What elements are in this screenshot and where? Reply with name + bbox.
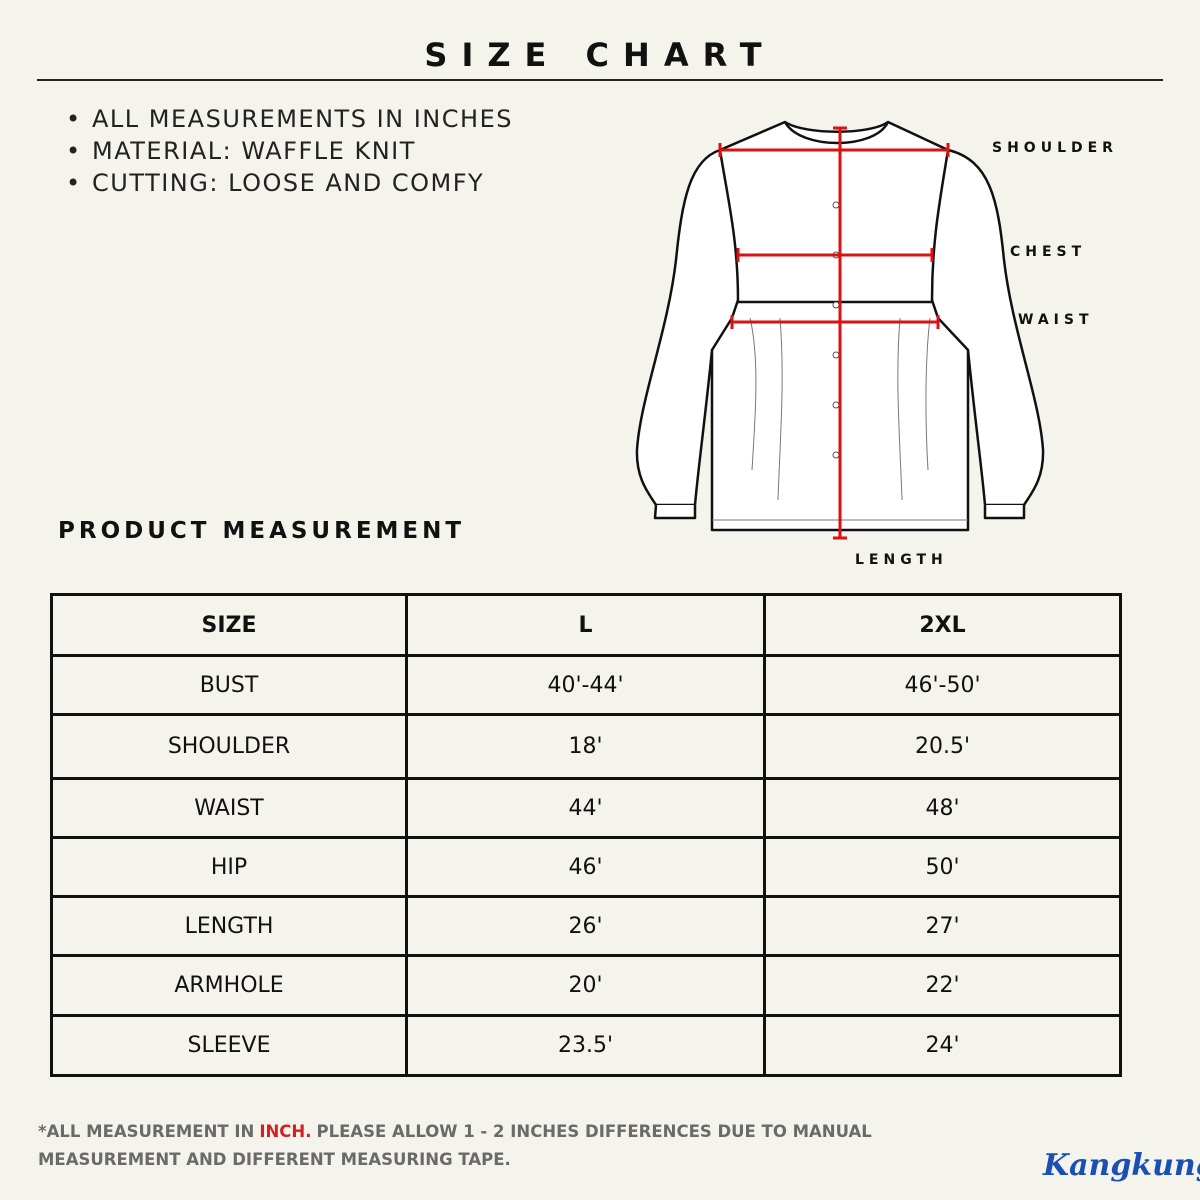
size-table: SIZE L 2XL BUST 40'-44' 46'-50' SHOULDER 18' 20.… xyxy=(50,593,1122,1077)
header-cell: L xyxy=(405,593,766,657)
diagram-label: CHEST xyxy=(1010,244,1087,260)
table-row: LENGTH 26' 27' xyxy=(50,895,1122,957)
note: ALL MEASUREMENTS IN INCHES xyxy=(62,103,513,135)
table-cell: 50' xyxy=(763,836,1122,898)
diagram-label: LENGTH xyxy=(855,552,948,568)
footnote-line: MEASUREMENT AND DIFFERENT MEASURING TAPE… xyxy=(38,1150,511,1169)
table-row: HIP 46' 50' xyxy=(50,836,1122,898)
table-row: BUST 40'-44' 46'-50' xyxy=(50,654,1122,716)
table-cell: SLEEVE xyxy=(50,1014,408,1077)
table-row: SLEEVE 23.5' 24' xyxy=(50,1014,1122,1077)
table-cell: 23.5' xyxy=(405,1014,766,1077)
diagram-label: SHOULDER xyxy=(992,140,1118,156)
note: CUTTING: LOOSE AND COMFY xyxy=(62,167,513,199)
table-cell: 22' xyxy=(763,954,1122,1017)
table-cell: 18' xyxy=(405,713,766,780)
table-cell: 40'-44' xyxy=(405,654,766,716)
footnote-text: PLEASE ALLOW 1 - 2 INCHES DIFFERENCES DU… xyxy=(316,1122,872,1141)
table-cell: 20.5' xyxy=(763,713,1122,780)
table-row: ARMHOLE 20' 22' xyxy=(50,954,1122,1017)
header-row: SIZE L 2XL xyxy=(50,593,1122,657)
note: MATERIAL: WAFFLE KNIT xyxy=(62,135,513,167)
table-row: WAIST 44' 48' xyxy=(50,777,1122,839)
table-cell: 26' xyxy=(405,895,766,957)
table-cell: LENGTH xyxy=(50,895,408,957)
footnote-text: *ALL MEASUREMENT IN xyxy=(38,1122,255,1141)
divider xyxy=(37,79,1163,81)
header-cell: SIZE xyxy=(50,593,408,657)
diagram-label: WAIST xyxy=(1018,312,1094,328)
footnote-line: *ALL MEASUREMENT IN INCH. PLEASE ALLOW 1 -… xyxy=(38,1118,872,1146)
header-cell: 2XL xyxy=(763,593,1122,657)
table-cell: SHOULDER xyxy=(50,713,408,780)
table-cell: 46' xyxy=(405,836,766,898)
title: SIZE CHART xyxy=(424,36,776,74)
table-cell: 44' xyxy=(405,777,766,839)
table-cell: 46'-50' xyxy=(763,654,1122,716)
table-cell: 27' xyxy=(763,895,1122,957)
table-cell: 24' xyxy=(763,1014,1122,1077)
section-title: PRODUCT MEASUREMENT xyxy=(58,518,466,544)
brand-logo: Kangkung xyxy=(1043,1148,1200,1183)
footnote: *ALL MEASUREMENT IN INCH. PLEASE ALLOW 1 -… xyxy=(38,1118,872,1174)
table-cell: HIP xyxy=(50,836,408,898)
footnote-highlight: INCH. xyxy=(259,1122,312,1141)
table-cell: WAIST xyxy=(50,777,408,839)
table-cell: 20' xyxy=(405,954,766,1017)
table-cell: BUST xyxy=(50,654,408,716)
table-cell: ARMHOLE xyxy=(50,954,408,1017)
table-cell: 48' xyxy=(763,777,1122,839)
notes: ALL MEASUREMENTS IN INCHES MATERIAL: WAF… xyxy=(62,103,513,199)
table-row: SHOULDER 18' 20.5' xyxy=(50,713,1122,780)
garment-diagram xyxy=(635,120,1045,540)
